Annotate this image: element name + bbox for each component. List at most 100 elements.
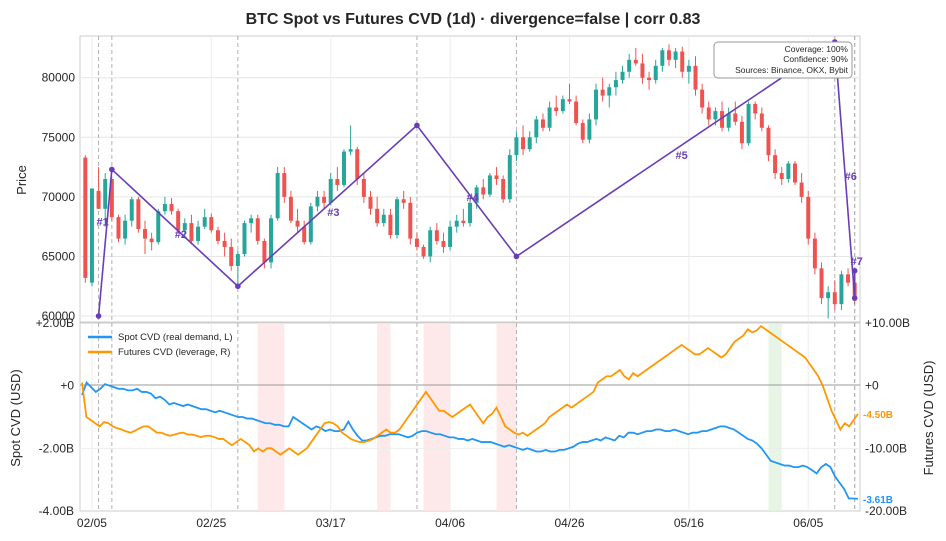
candle-body: [567, 99, 572, 102]
candle: [83, 155, 88, 283]
zigzag-label: #1: [96, 216, 108, 228]
info-confidence: Confidence: 90%: [783, 54, 848, 64]
candle-body: [355, 149, 360, 179]
candle-body: [255, 218, 260, 241]
candle: [136, 196, 141, 233]
candle: [733, 101, 738, 126]
candle-body: [826, 292, 831, 299]
candle: [647, 71, 652, 90]
candle-body: [83, 157, 88, 278]
candle: [222, 232, 227, 257]
candle-body: [647, 77, 652, 81]
candle: [514, 131, 519, 162]
candle-body: [753, 103, 758, 114]
candle: [308, 202, 313, 245]
candle-body: [633, 59, 638, 64]
zigzag-label: #5: [675, 150, 687, 162]
candle: [574, 95, 579, 126]
candle: [421, 244, 426, 259]
futures-cvd-ylabel: Futures CVD (USD): [921, 361, 936, 476]
candle-body: [156, 211, 161, 243]
info-sources: Sources: Binance, OKX, Bybit: [735, 65, 849, 75]
zigzag-line: [97, 40, 856, 317]
zigzag-pivot-point: [235, 283, 241, 290]
candle-body: [202, 217, 207, 227]
candle: [209, 213, 214, 233]
candle-body: [494, 175, 499, 179]
candle-body: [162, 204, 167, 212]
candle: [89, 188, 94, 287]
legend-futures-label: Futures CVD (leverage, R): [118, 347, 230, 358]
candle-body: [209, 217, 214, 231]
candle-body: [673, 51, 678, 60]
candle: [388, 208, 393, 239]
candle-body: [242, 223, 247, 255]
candle-body: [341, 151, 346, 185]
candle: [534, 115, 539, 144]
candle-body: [487, 175, 492, 195]
cvd-right-ytick-label: +10.00B: [865, 316, 910, 330]
xtick-label: 05/16: [674, 516, 704, 530]
candle: [401, 190, 406, 209]
candle: [567, 83, 572, 104]
candle: [600, 77, 605, 102]
candle-body: [182, 223, 187, 231]
candle-body: [169, 204, 174, 212]
candle-body: [408, 202, 413, 239]
candle: [819, 262, 824, 305]
candle: [540, 113, 545, 132]
candle-body: [640, 63, 645, 78]
xtick-label: 03/17: [316, 516, 346, 530]
candle: [746, 101, 751, 146]
cvd-gridlines: [80, 323, 860, 511]
candle-body: [739, 121, 744, 144]
candle: [607, 83, 612, 108]
candle-body: [428, 230, 433, 257]
candle: [103, 173, 108, 227]
candle-body: [806, 196, 811, 239]
divergence-band: [257, 323, 285, 511]
candle: [116, 214, 121, 243]
zigzag-pivot-point: [109, 166, 115, 173]
candle-body: [288, 196, 293, 221]
candle: [428, 226, 433, 263]
candle: [295, 208, 300, 233]
candle-body: [594, 89, 599, 120]
candle: [753, 101, 758, 120]
candle: [414, 232, 419, 251]
candle-body: [414, 238, 419, 247]
candle-body: [799, 182, 804, 197]
info-coverage: Coverage: 100%: [785, 44, 849, 54]
candle-body: [315, 196, 320, 207]
zigzag-label: #6: [845, 171, 857, 183]
candle: [779, 167, 784, 185]
candle: [481, 179, 486, 200]
candle: [255, 214, 260, 245]
zigzag-overlay: #1 #2 #3 #4 #5 #6 #7: [95, 39, 863, 319]
info-box: Coverage: 100% Confidence: 90% Sources: …: [713, 41, 853, 79]
candle: [613, 71, 618, 96]
zigzag-label: #7: [851, 256, 863, 268]
candle-body: [129, 199, 134, 221]
cvd-right-ytick-label: +0: [865, 379, 879, 393]
candle: [846, 268, 851, 287]
candle: [302, 220, 307, 245]
legend-spot-label: Spot CVD (real demand, L): [118, 332, 233, 343]
candle: [328, 173, 333, 206]
candle: [726, 107, 731, 132]
candle-body: [222, 240, 227, 247]
candle-body: [335, 179, 340, 185]
candle: [215, 226, 220, 245]
candle-body: [481, 187, 486, 195]
futures-cvd-line: [81, 324, 859, 456]
candle-body: [846, 274, 851, 283]
candle: [501, 175, 506, 203]
candle: [799, 173, 804, 203]
candle: [706, 101, 711, 126]
spot-cvd-end-label: -3.61B: [863, 495, 893, 506]
candle: [182, 218, 187, 239]
cvd-left-ytick-label: -2.00B: [39, 441, 74, 455]
candle: [547, 101, 552, 132]
candle: [169, 198, 174, 215]
candle: [143, 220, 147, 255]
